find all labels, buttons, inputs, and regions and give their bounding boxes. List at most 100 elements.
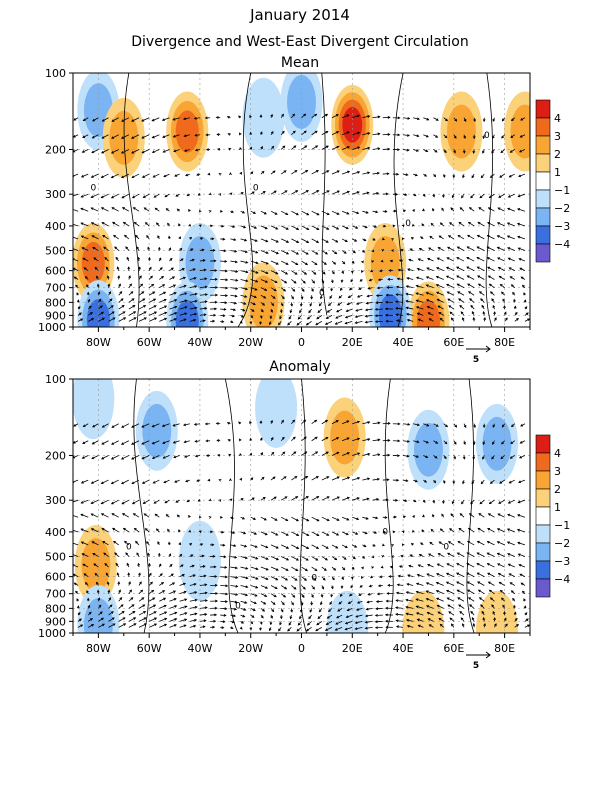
vector-arrow-head xyxy=(415,455,420,458)
vector-arrow-head xyxy=(365,607,369,611)
vector-arrow-head xyxy=(449,222,452,225)
vector-arrow-head xyxy=(473,425,476,429)
vector-arrow-head xyxy=(164,311,168,315)
vector-arrow-head xyxy=(120,298,124,302)
vector-arrow-head xyxy=(426,423,430,427)
vector-arrow-head xyxy=(259,315,263,319)
vector-arrow xyxy=(163,149,170,153)
vector-arrow xyxy=(101,440,109,445)
vector-arrow-head xyxy=(303,130,307,134)
vector-arrow-head xyxy=(84,582,88,585)
vector-arrow-head xyxy=(100,501,104,505)
vector-arrow xyxy=(199,269,206,272)
vector-arrow-head xyxy=(496,246,500,250)
vector-arrow xyxy=(250,287,258,291)
vector-arrow-head xyxy=(151,118,155,122)
vector-arrow-head xyxy=(164,617,168,621)
vector-arrow-head xyxy=(388,575,392,578)
vector-arrow-head xyxy=(341,577,344,581)
vector-arrow-head xyxy=(486,257,490,260)
vector-arrow xyxy=(144,207,150,212)
vector-arrow-head xyxy=(311,594,314,598)
vector-arrow-head xyxy=(154,617,158,621)
vector-arrow xyxy=(499,479,505,484)
vector-arrow-head xyxy=(316,496,320,499)
vector-arrow xyxy=(118,617,126,622)
vector-arrow-head xyxy=(525,312,529,316)
vector-arrow xyxy=(362,147,370,150)
vector-arrow xyxy=(488,207,495,212)
vector-arrow xyxy=(128,291,134,296)
vector-arrow xyxy=(438,247,444,251)
vector-arrow-head xyxy=(456,581,460,585)
vector-arrow-head xyxy=(489,481,493,485)
vector-arrow-head xyxy=(497,207,501,211)
y-tick-label: 1000 xyxy=(38,321,66,334)
vector-arrow xyxy=(260,287,267,291)
vector-arrow xyxy=(317,614,323,619)
vector-arrow-head xyxy=(471,311,475,314)
vector-arrow-head xyxy=(470,195,473,199)
vector-arrow xyxy=(143,499,150,504)
vector-arrow-head xyxy=(367,477,371,481)
vector-arrow-head xyxy=(469,298,472,301)
vector-arrow-head xyxy=(147,562,151,566)
vector-arrow xyxy=(230,593,238,596)
vector-arrow xyxy=(148,611,157,616)
vector-arrow-head xyxy=(501,441,504,445)
vector-arrow xyxy=(436,590,444,595)
vector-arrow xyxy=(355,320,363,324)
vector-arrow xyxy=(365,320,373,323)
vector-arrow-head xyxy=(265,261,269,265)
vector-arrow xyxy=(83,423,89,427)
vector-arrow xyxy=(448,541,455,546)
vector-arrow-head xyxy=(517,500,521,504)
vector-arrow-head xyxy=(319,602,323,606)
vector-arrow-head xyxy=(501,135,504,139)
vector-arrow-head xyxy=(438,235,442,239)
vector-arrow xyxy=(111,479,119,485)
vector-arrow xyxy=(321,170,329,175)
vector-arrow xyxy=(142,173,150,178)
vector-arrow xyxy=(507,208,515,212)
vector-arrow xyxy=(301,516,309,522)
vector-arrow-head xyxy=(292,288,296,292)
vector-arrow-head xyxy=(176,208,180,212)
vector-arrow xyxy=(413,117,420,120)
vector-arrow-head xyxy=(157,246,161,250)
vector-arrow-head xyxy=(336,476,340,479)
vector-arrow xyxy=(458,298,465,303)
vector-arrow-head xyxy=(278,628,281,632)
vector-arrow-head xyxy=(98,604,102,608)
contour-label: 0 xyxy=(443,543,449,553)
vector-arrow-head xyxy=(217,453,221,457)
vector-arrow-head xyxy=(384,210,388,213)
vector-arrow-head xyxy=(86,291,90,295)
y-tick-label: 800 xyxy=(45,296,66,309)
vector-arrow-head xyxy=(397,268,401,272)
vector-arrow-head xyxy=(183,624,187,628)
vector-arrow xyxy=(199,293,208,296)
vector-arrow xyxy=(103,246,109,251)
vector-arrow xyxy=(362,132,370,136)
vector-arrow xyxy=(134,528,140,533)
vector-arrow xyxy=(173,149,180,152)
vector-arrow xyxy=(446,283,455,289)
vector-arrow-head xyxy=(405,173,409,177)
vector-arrow-head xyxy=(481,610,485,614)
vector-arrow xyxy=(101,207,109,212)
vector-arrow-head xyxy=(354,627,358,630)
vector-arrow-head xyxy=(148,572,152,576)
vector-arrow-head xyxy=(314,436,318,440)
vector-arrow-head xyxy=(224,301,228,305)
vector-arrow-head xyxy=(326,170,330,173)
vector-arrow xyxy=(199,320,206,322)
vector-arrow-head xyxy=(162,135,166,138)
vector-arrow-head xyxy=(435,118,439,121)
vector-arrow-head xyxy=(405,605,409,609)
vector-arrow-head xyxy=(449,617,453,621)
vector-arrow xyxy=(240,238,247,241)
divergence-blob xyxy=(255,379,298,448)
y-tick-label: 200 xyxy=(45,143,66,156)
vector-arrow-head xyxy=(112,540,116,544)
